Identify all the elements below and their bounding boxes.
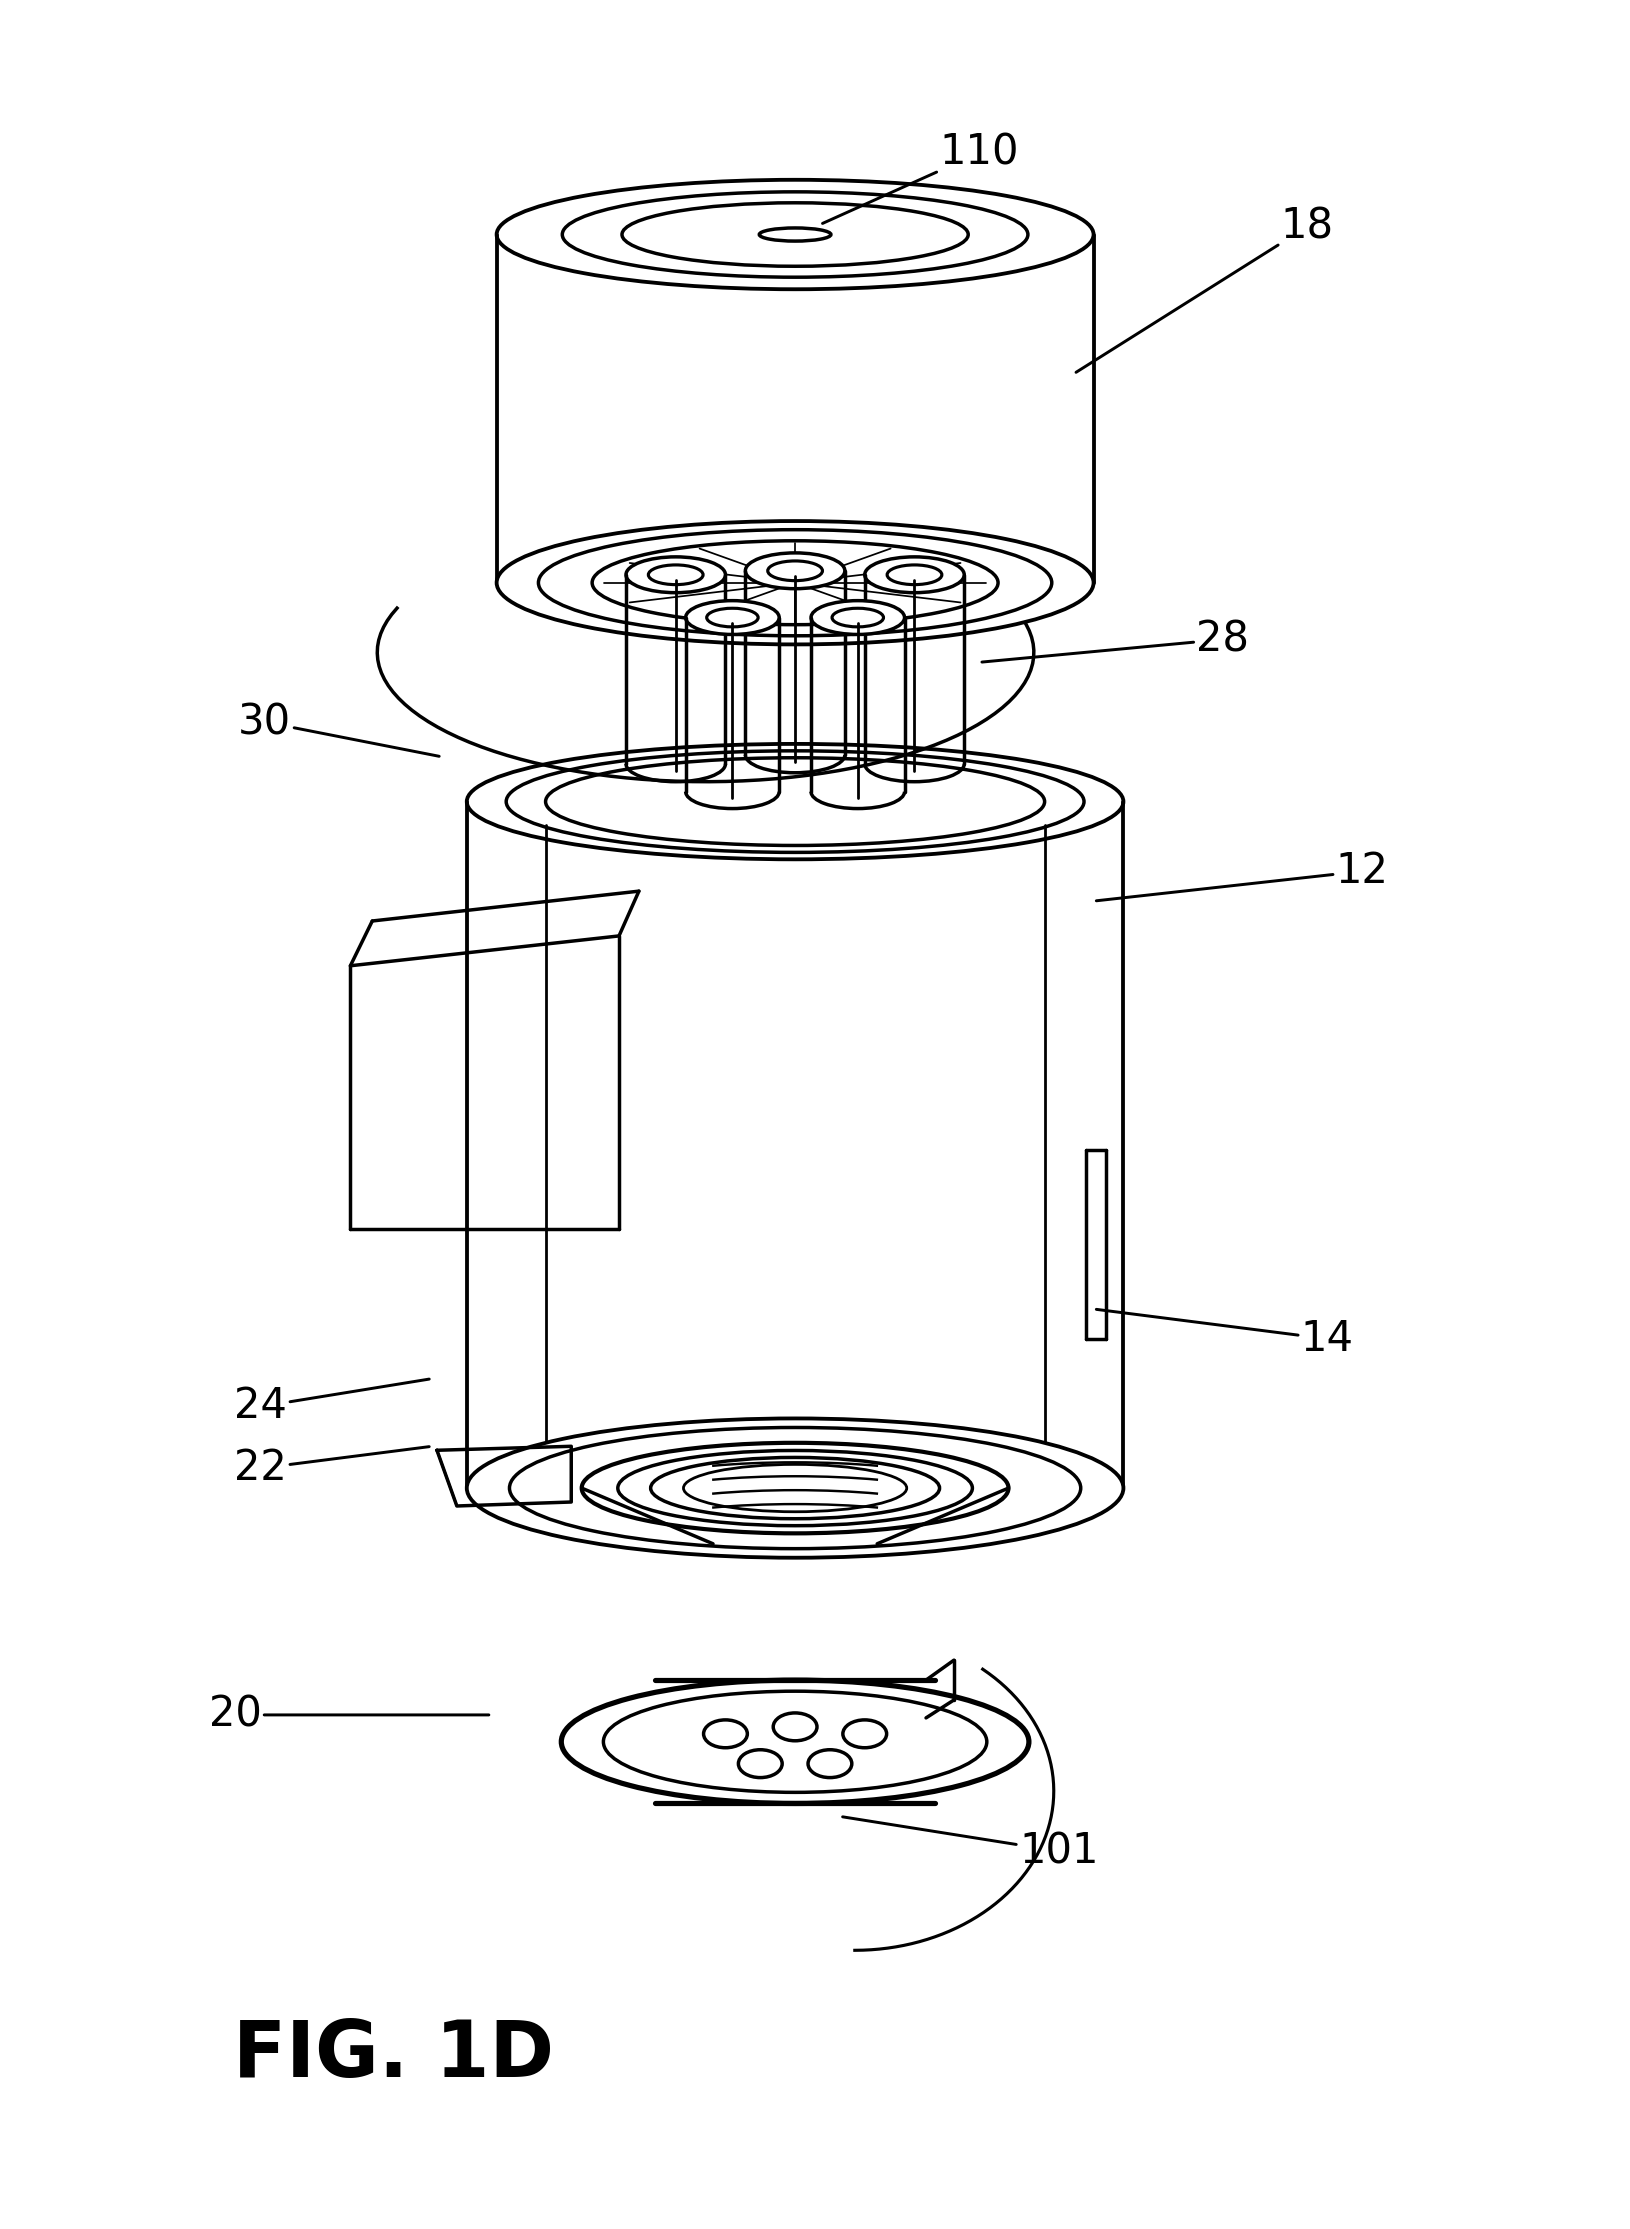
Ellipse shape [466, 1418, 1123, 1558]
Ellipse shape [831, 609, 883, 626]
Ellipse shape [649, 564, 703, 584]
Text: 28: 28 [981, 617, 1250, 662]
Ellipse shape [768, 562, 823, 580]
Text: 22: 22 [235, 1447, 429, 1489]
Text: 12: 12 [1097, 849, 1389, 901]
Ellipse shape [808, 1750, 852, 1777]
Ellipse shape [626, 557, 725, 593]
Ellipse shape [843, 1721, 887, 1748]
Ellipse shape [707, 609, 758, 626]
Text: 24: 24 [235, 1380, 429, 1427]
Text: 30: 30 [238, 700, 438, 756]
Text: 110: 110 [823, 132, 1019, 223]
Ellipse shape [686, 600, 779, 635]
Text: 20: 20 [209, 1694, 489, 1736]
Text: FIG. 1D: FIG. 1D [233, 2017, 554, 2093]
Text: 18: 18 [1076, 205, 1333, 372]
Ellipse shape [887, 564, 942, 584]
Text: 14: 14 [1097, 1308, 1355, 1360]
Text: 101: 101 [843, 1817, 1099, 1872]
Ellipse shape [738, 1750, 782, 1777]
Ellipse shape [812, 600, 905, 635]
Ellipse shape [704, 1721, 747, 1748]
Ellipse shape [561, 1681, 1029, 1803]
Ellipse shape [497, 522, 1094, 644]
Ellipse shape [773, 1712, 817, 1741]
Ellipse shape [866, 557, 965, 593]
Ellipse shape [745, 553, 844, 588]
